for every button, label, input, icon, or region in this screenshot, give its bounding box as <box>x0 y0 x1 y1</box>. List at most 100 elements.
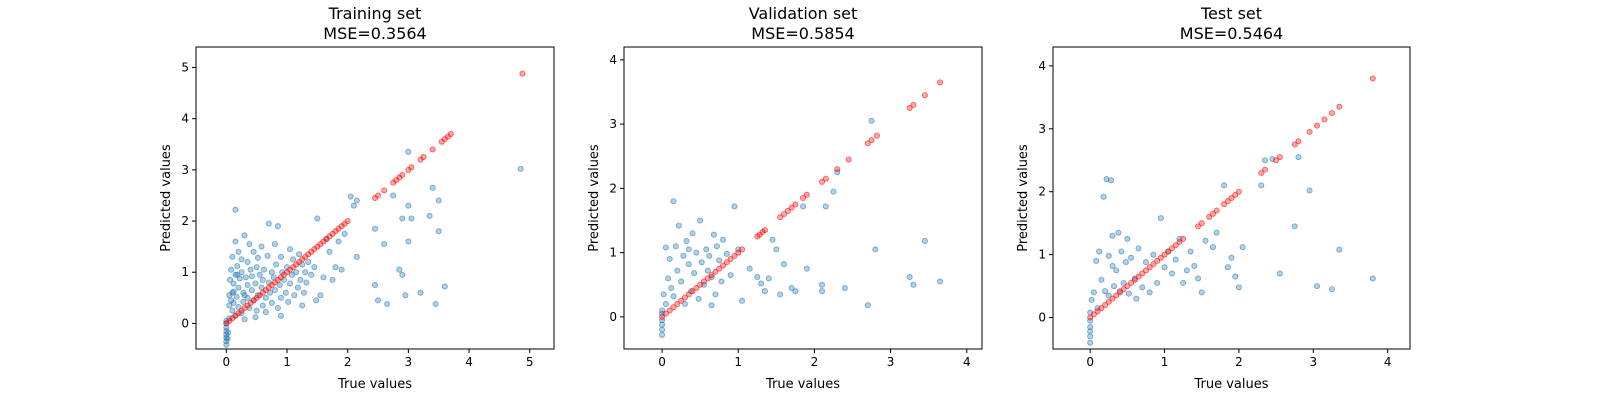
training-prediction-point <box>256 271 263 278</box>
test-prediction-point <box>1105 292 1112 299</box>
validation-axes-frame <box>623 46 983 350</box>
training-x-tick-label: 5 <box>526 355 534 369</box>
training-prediction-point <box>230 288 237 295</box>
test-prediction-point <box>1232 273 1239 280</box>
test-true-point <box>1098 305 1105 312</box>
training-prediction-point <box>253 307 260 314</box>
test-prediction-point <box>1087 328 1094 335</box>
validation-true-point <box>681 294 688 301</box>
validation-prediction-point <box>689 230 696 237</box>
test-prediction-point <box>1224 264 1231 271</box>
validation-prediction-point <box>675 222 682 229</box>
test-true-point <box>1131 276 1138 283</box>
validation-prediction-point <box>921 238 928 245</box>
training-mse: MSE=0.3564 <box>323 24 426 43</box>
validation-prediction-point <box>691 270 698 277</box>
validation-true-point <box>784 207 791 214</box>
validation-true-point <box>704 275 711 282</box>
test-prediction-point <box>1142 259 1149 266</box>
validation-true-point <box>716 265 723 272</box>
test-true-point <box>1321 116 1328 123</box>
test-prediction-point <box>1115 229 1122 236</box>
training-prediction-point <box>262 309 269 316</box>
test-prediction-point <box>1154 279 1161 286</box>
test-true-point <box>1113 292 1120 299</box>
training-prediction-point <box>268 299 275 306</box>
validation-prediction-point <box>662 301 669 308</box>
test-true-point <box>1094 308 1101 315</box>
validation-prediction-point <box>841 284 848 291</box>
test-true-point <box>1213 207 1220 214</box>
validation-true-point <box>864 140 871 147</box>
training-y-tick-label: 3 <box>181 163 189 177</box>
validation-prediction-point <box>670 293 677 300</box>
training-y-tick-label: 2 <box>181 214 189 228</box>
validation-true-point <box>670 304 677 311</box>
validation-true-point <box>868 137 875 144</box>
training-prediction-point <box>353 253 360 260</box>
validation-prediction-point <box>670 198 677 205</box>
test-title: Test set <box>1200 4 1262 23</box>
test-true-point <box>1139 270 1146 277</box>
training-prediction-point <box>235 284 242 291</box>
training-prediction-point <box>258 243 265 250</box>
validation-prediction-point <box>765 275 772 282</box>
validation-prediction-point <box>773 246 780 253</box>
test-true-point <box>1116 289 1123 296</box>
test-true-point <box>1224 198 1231 205</box>
test-true-point <box>1180 235 1187 242</box>
training-title: Training set <box>328 4 422 23</box>
validation-panel: Validation set MSE=0.5854 0 1 2 3 4 0 1 2 3 4 Tr… <box>587 4 983 392</box>
test-true-point <box>1142 267 1149 274</box>
training-prediction-point <box>435 197 442 204</box>
training-prediction-point <box>262 294 269 301</box>
training-prediction-point <box>277 253 284 260</box>
training-prediction-point <box>268 269 275 276</box>
validation-prediction-point <box>822 203 829 210</box>
training-panel: Training set MSE=0.3564 0 1 2 3 4 5 0 1 2 3 4 5 Tr… <box>159 4 555 392</box>
training-prediction-point <box>426 212 433 219</box>
training-axes-frame <box>195 46 555 350</box>
training-prediction-point <box>405 202 412 209</box>
test-true-point <box>1102 301 1109 308</box>
validation-y-tick-label: 2 <box>609 181 617 195</box>
training-prediction-point <box>248 273 255 280</box>
training-prediction-point <box>264 252 271 259</box>
test-prediction-point <box>1314 283 1321 290</box>
validation-prediction-point <box>864 302 871 309</box>
test-true-point <box>1235 188 1242 195</box>
validation-prediction-point <box>720 236 727 243</box>
training-prediction-point <box>265 220 272 227</box>
training-prediction-point <box>252 280 259 287</box>
test-prediction-point <box>1228 254 1235 261</box>
test-true-point <box>1258 169 1265 176</box>
validation-prediction-point <box>685 261 692 268</box>
validation-true-point <box>689 288 696 295</box>
validation-true-point <box>819 178 826 185</box>
validation-true-point <box>727 256 734 263</box>
validation-prediction-point <box>803 265 810 272</box>
training-prediction-point <box>287 280 294 287</box>
test-x-ticks: 0 1 2 3 4 <box>1086 349 1392 369</box>
test-x-tick-label: 2 <box>1235 355 1243 369</box>
test-prediction-point <box>1291 223 1298 230</box>
test-prediction-point <box>1157 215 1164 222</box>
training-x-tick-label: 4 <box>465 355 473 369</box>
test-prediction-point <box>1090 289 1097 296</box>
validation-true-point <box>674 301 681 308</box>
test-true-point <box>1195 223 1202 230</box>
test-x-tick-label: 3 <box>1309 355 1317 369</box>
validation-prediction-point <box>819 288 826 295</box>
training-prediction-point <box>405 238 412 245</box>
training-prediction-point <box>338 266 345 273</box>
test-true-point <box>1105 298 1112 305</box>
training-prediction-point <box>234 271 241 278</box>
validation-true-point <box>792 201 799 208</box>
validation-points <box>659 79 944 338</box>
validation-prediction-point <box>830 188 837 195</box>
test-prediction-point <box>1187 248 1194 255</box>
test-y-ticks: 0 1 2 3 4 <box>1038 59 1053 325</box>
test-prediction-point <box>1202 237 1209 244</box>
test-prediction-point <box>1191 262 1198 269</box>
